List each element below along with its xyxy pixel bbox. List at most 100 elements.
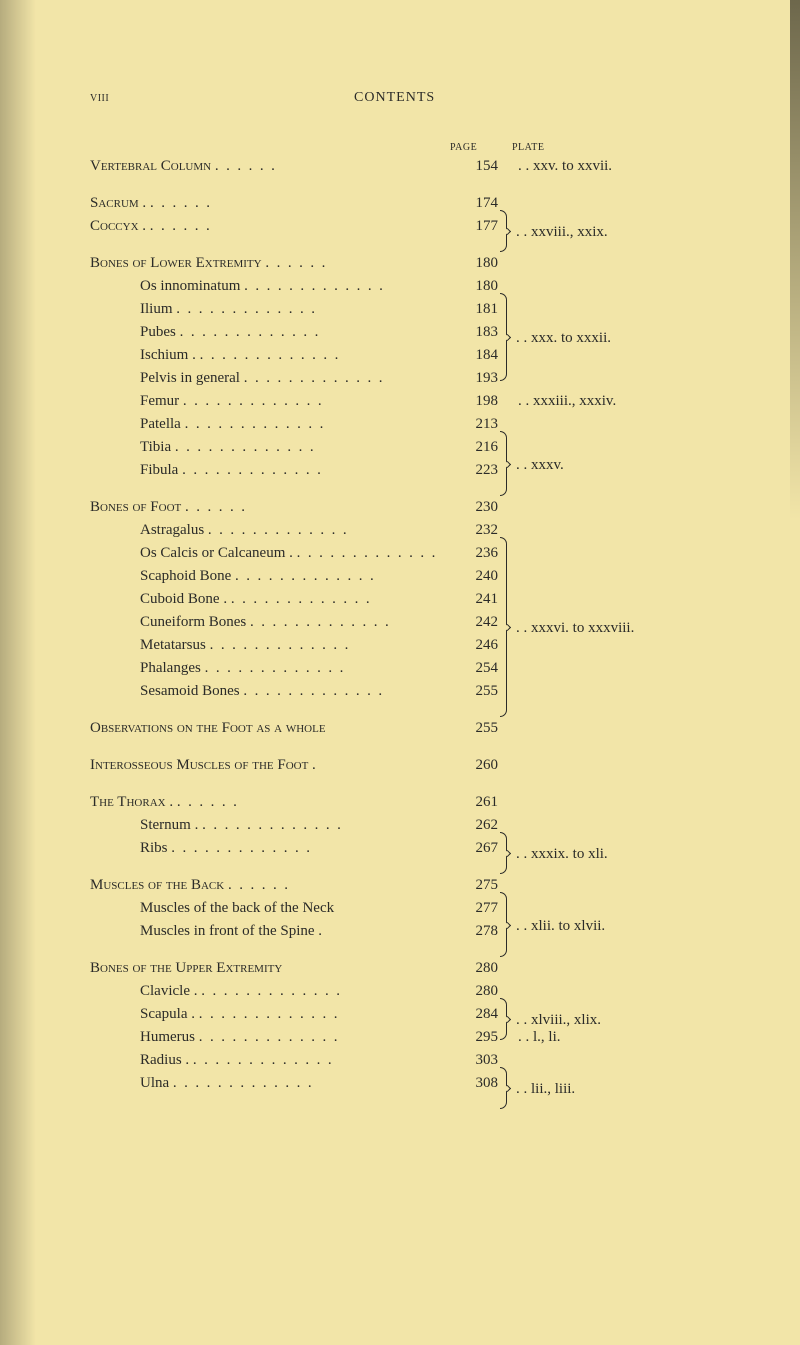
entry-label: Pubes (90, 321, 450, 344)
toc-row: Sesamoid Bones255 (90, 680, 710, 703)
entry-page: 261 (450, 791, 498, 814)
entry-label: Tibia (90, 436, 450, 459)
toc-row: Scaphoid Bone240 (90, 565, 710, 588)
toc-row: Interosseous Muscles of the Foot .260 (90, 754, 710, 777)
brace (500, 892, 507, 957)
column-headers: page plate (90, 142, 710, 153)
toc-row: Humerus295. . l., li. (90, 1026, 710, 1049)
toc-row: Tibia216 (90, 436, 710, 459)
entry-label: Patella (90, 413, 450, 436)
brace (500, 210, 507, 252)
entry-page: 232 (450, 519, 498, 542)
brace (500, 832, 507, 874)
plate-ref: . . xxxv. (516, 454, 564, 477)
entry-page: 260 (450, 754, 498, 777)
entry-label: Observations on the Foot as a whole (90, 717, 450, 740)
toc-row: Bones of the Upper Extremity280 (90, 957, 710, 980)
plate-ref: . . lii., liii. (516, 1078, 575, 1101)
entry-label: Bones of the Upper Extremity (90, 957, 450, 980)
entry-page: 180 (450, 252, 498, 275)
entry-label: Coccyx . (90, 215, 450, 238)
plate-ref: . . xxx. to xxxii. (516, 327, 611, 350)
entry-page: 223 (450, 459, 498, 482)
entry-label: Scapula . (90, 1003, 450, 1026)
toc-row: Muscles of the Back275. . xlii. to xlvii… (90, 874, 710, 897)
brace (500, 431, 507, 496)
entry-page: 230 (450, 496, 498, 519)
toc-row: Observations on the Foot as a whole255 (90, 717, 710, 740)
entry-page: 255 (450, 680, 498, 703)
entry-page: 183 (450, 321, 498, 344)
brace (500, 293, 507, 381)
toc-row: Pelvis in general193 (90, 367, 710, 390)
page-body: viii CONTENTS page plate Vertebral Colum… (90, 90, 710, 1095)
toc-row: Bones of Lower Extremity180 (90, 252, 710, 275)
gap (90, 703, 710, 717)
col-plate: plate (512, 142, 710, 153)
toc-row: Bones of Foot230 (90, 496, 710, 519)
plate-ref-inline: . . xxxiii., xxxiv. (512, 390, 710, 413)
section-title: CONTENTS (354, 90, 435, 106)
entry-label: Vertebral Column (90, 155, 450, 178)
plate-ref: . . xlii. to xlvii. (516, 915, 605, 938)
brace (500, 998, 507, 1040)
entry-label: Scaphoid Bone (90, 565, 450, 588)
toc-row: Muscles of the back of the Neck277 (90, 897, 710, 920)
toc-row: Femur198. . xxxiii., xxxiv. (90, 390, 710, 413)
entry-page: 278 (450, 920, 498, 943)
entry-label: Interosseous Muscles of the Foot . (90, 754, 450, 777)
entry-label: Muscles of the back of the Neck (90, 897, 450, 920)
folio: viii (90, 90, 109, 106)
toc-row: Patella213. . xxxv. (90, 413, 710, 436)
gap (90, 238, 710, 252)
entry-page: 242 (450, 611, 498, 634)
entry-label: Ribs (90, 837, 450, 860)
entry-page: 254 (450, 657, 498, 680)
entry-label: Bones of Foot (90, 496, 450, 519)
entry-page: 241 (450, 588, 498, 611)
entry-page: 262 (450, 814, 498, 837)
gap (90, 860, 710, 874)
entry-label: Os innominatum (90, 275, 450, 298)
entry-label: Pelvis in general (90, 367, 450, 390)
plate-ref: . . xxxvi. to xxxviii. (516, 617, 634, 640)
toc-row: Coccyx .177 (90, 215, 710, 238)
entry-label: Sternum . (90, 814, 450, 837)
plate-ref: . . xxxix. to xli. (516, 843, 608, 866)
entry-page: 255 (450, 717, 498, 740)
entry-label: Sesamoid Bones (90, 680, 450, 703)
entry-page: 280 (450, 957, 498, 980)
col-page: page (450, 142, 498, 153)
entry-page: 240 (450, 565, 498, 588)
toc-row: Os innominatum180. . xxx. to xxxii. (90, 275, 710, 298)
entry-label: Muscles in front of the Spine . (90, 920, 450, 943)
plate-ref: . . xlviii., xlix. (516, 1009, 601, 1032)
toc-row: Scapula .284 (90, 1003, 710, 1026)
entry-label: Ilium (90, 298, 450, 321)
entry-page: 277 (450, 897, 498, 920)
entry-page: 303 (450, 1049, 498, 1072)
entry-label: Cuneiform Bones (90, 611, 450, 634)
toc-row: Ribs267 (90, 837, 710, 860)
entry-page: 184 (450, 344, 498, 367)
entry-page: 193 (450, 367, 498, 390)
entry-label: The Thorax . (90, 791, 450, 814)
toc-row: Os Calcis or Calcaneum .236 (90, 542, 710, 565)
gap (90, 482, 710, 496)
right-shadow (790, 0, 800, 520)
toc-entries: Vertebral Column154. . xxv. to xxvii.Sac… (90, 155, 710, 1095)
entry-page: 180 (450, 275, 498, 298)
toc-row: Ulna308 (90, 1072, 710, 1095)
entry-page: 246 (450, 634, 498, 657)
entry-page: 213 (450, 413, 498, 436)
entry-page: 177 (450, 215, 498, 238)
entry-label: Astragalus (90, 519, 450, 542)
entry-label: Fibula (90, 459, 450, 482)
entry-label: Cuboid Bone . (90, 588, 450, 611)
entry-label: Ischium . (90, 344, 450, 367)
entry-label: Ulna (90, 1072, 450, 1095)
entry-page: 198 (450, 390, 498, 413)
entry-page: 154 (450, 155, 498, 178)
toc-row: Ischium .184 (90, 344, 710, 367)
toc-row: Radius .303. . lii., liii. (90, 1049, 710, 1072)
